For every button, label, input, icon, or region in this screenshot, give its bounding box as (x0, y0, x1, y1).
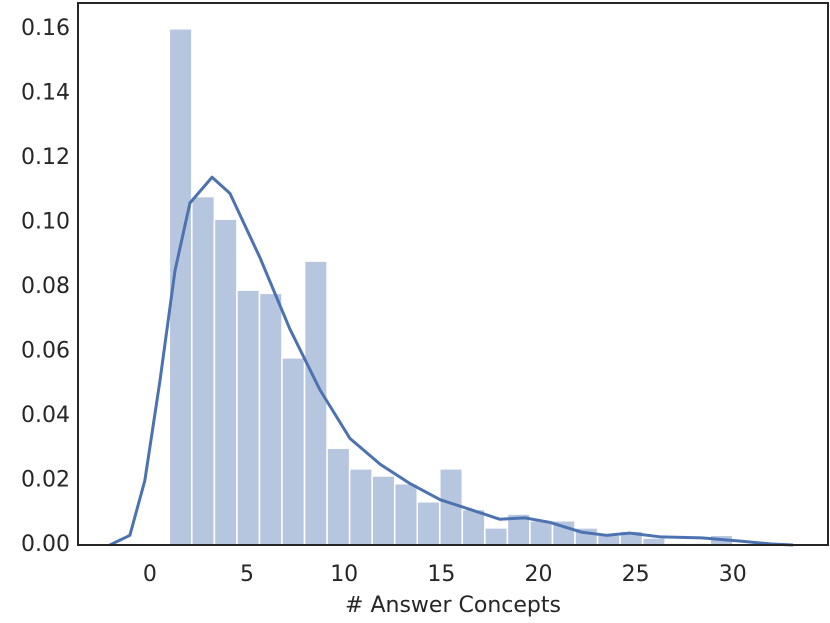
x-tick-label: 30 (719, 562, 747, 587)
x-tick-label: 20 (524, 562, 552, 587)
bar (213, 218, 238, 546)
y-tick-label: 0.12 (21, 145, 70, 170)
x-axis-label: # Answer Concepts (345, 593, 561, 618)
bar (326, 447, 351, 546)
y-tick-label: 0.02 (21, 467, 70, 492)
bar (303, 260, 328, 546)
x-tick-label: 25 (622, 562, 650, 587)
y-tick-label: 0.00 (21, 532, 70, 557)
bar (596, 534, 621, 546)
bar (348, 468, 373, 546)
y-tick-label: 0.06 (21, 338, 70, 363)
bar (393, 482, 418, 546)
x-tick-label: 10 (330, 562, 358, 587)
bar (484, 527, 509, 546)
y-tick-label: 0.08 (21, 274, 70, 299)
kde-line (109, 175, 794, 547)
bar (281, 357, 306, 546)
x-tick-label: 5 (240, 562, 254, 587)
bar (416, 501, 441, 546)
bar (461, 508, 486, 546)
bar (236, 289, 261, 546)
bar (371, 475, 396, 546)
y-tick-label: 0.10 (21, 209, 70, 234)
plot-frame (77, 2, 829, 546)
bar (641, 537, 666, 546)
bar (258, 292, 283, 546)
bar (191, 195, 216, 546)
x-tick-label: 15 (427, 562, 455, 587)
y-tick-label: 0.16 (21, 16, 70, 41)
y-tick-label: 0.14 (21, 80, 70, 105)
x-tick-label: 0 (143, 562, 157, 587)
bar (529, 520, 554, 546)
y-tick-label: 0.04 (21, 403, 70, 428)
